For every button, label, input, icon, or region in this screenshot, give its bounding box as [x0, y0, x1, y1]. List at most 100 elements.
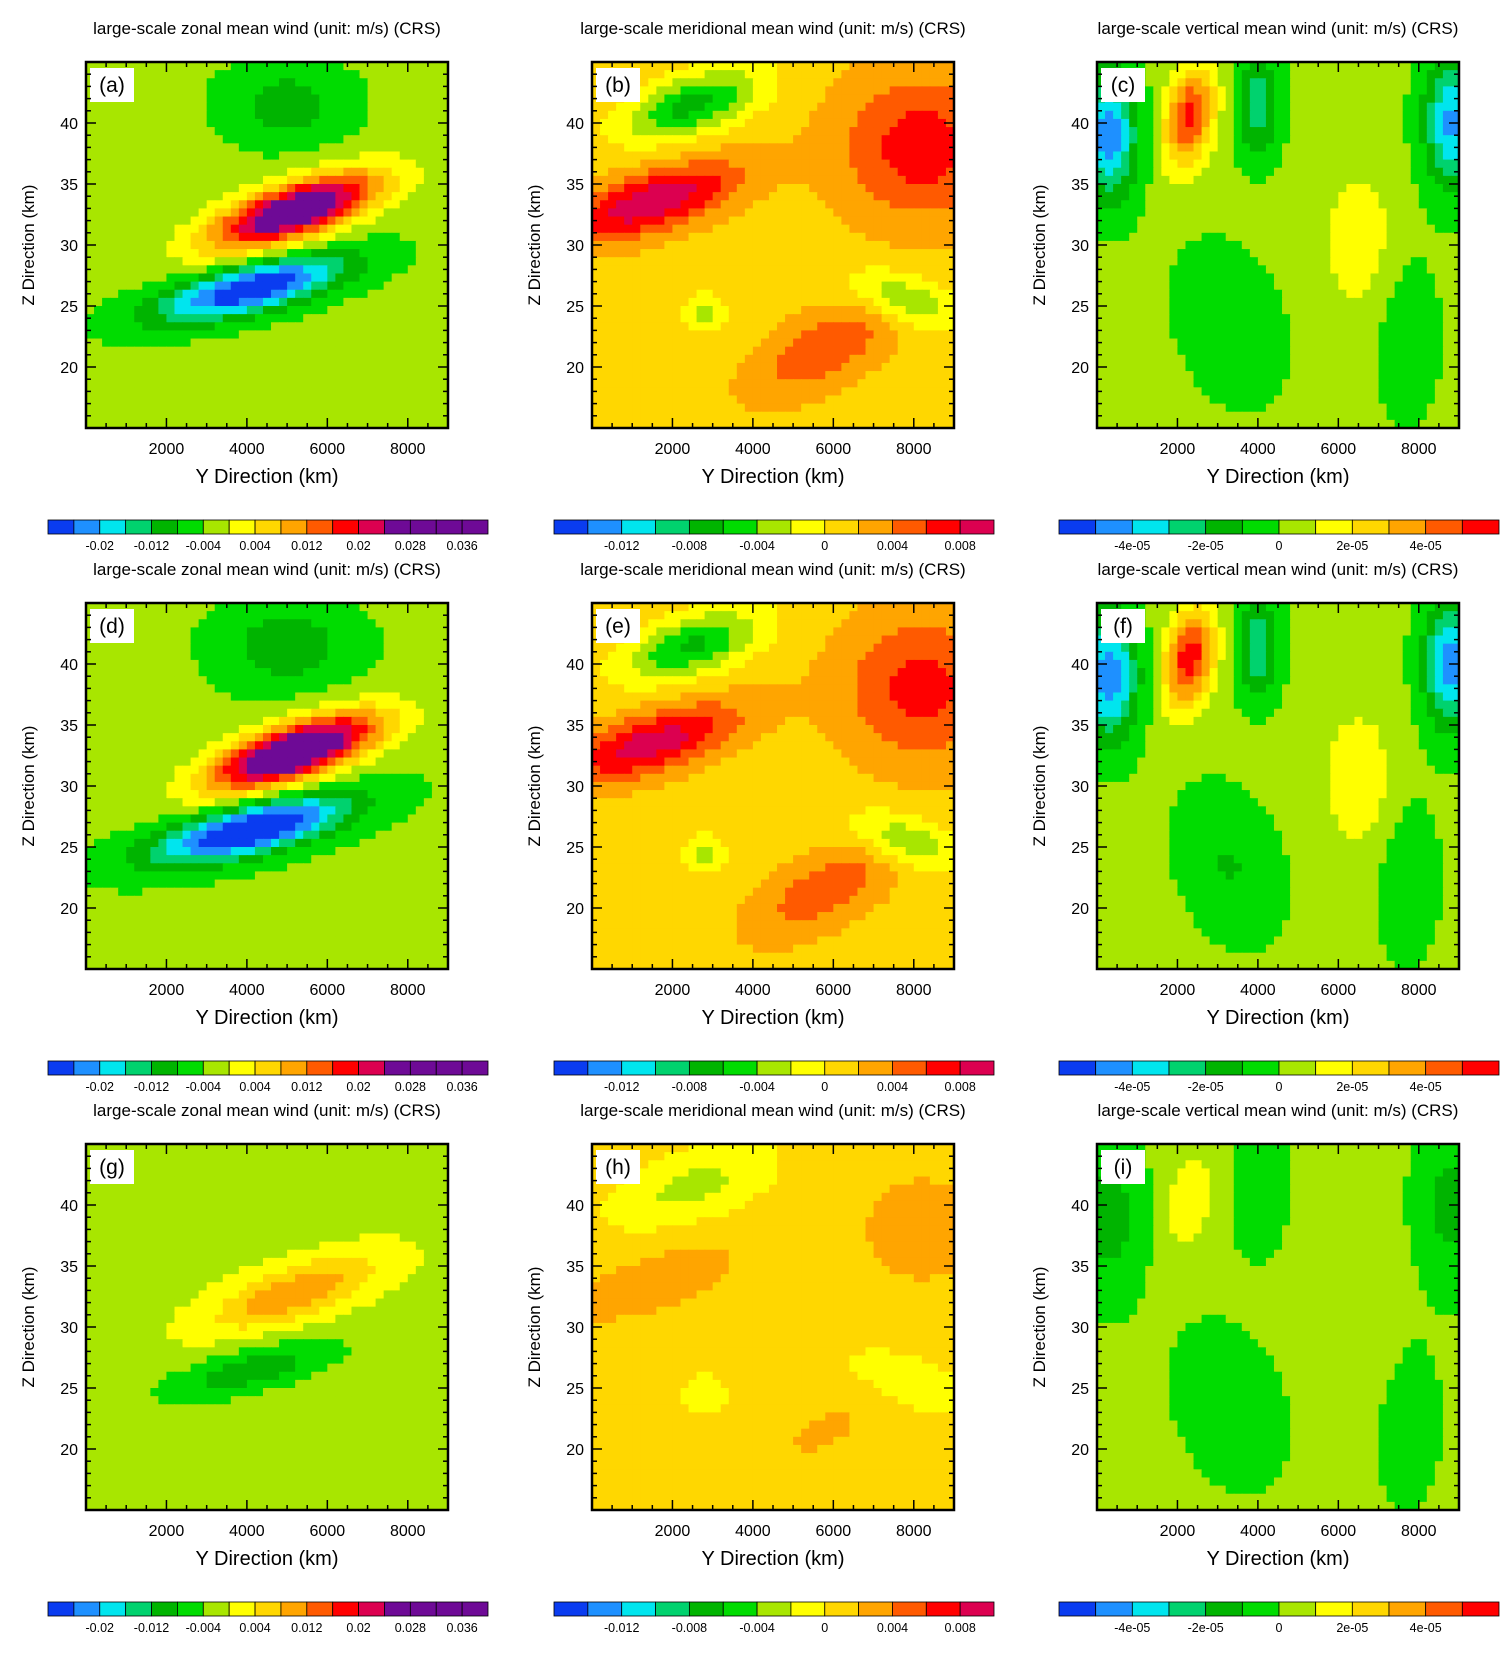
field-cell — [1121, 102, 1130, 112]
field-cell — [367, 208, 377, 218]
field-cell — [744, 110, 754, 120]
colorbar: -0.012 -0.008 -0.004 0 0.004 0.008 — [553, 519, 995, 553]
field-cell — [1137, 159, 1146, 169]
field-cell — [905, 86, 915, 96]
field-cell — [752, 135, 762, 144]
field-cell — [359, 354, 369, 364]
field-cell — [279, 70, 288, 79]
field-cell — [913, 338, 923, 348]
field-cell — [279, 362, 288, 372]
field-cell — [1105, 143, 1114, 153]
field-cell — [648, 151, 657, 161]
field-cell — [897, 297, 907, 307]
field-cell — [238, 78, 248, 87]
field-cell — [158, 86, 168, 96]
field-cell — [1314, 159, 1323, 169]
field-cell — [407, 371, 417, 380]
field-cell — [1145, 118, 1154, 128]
field-cell — [1442, 70, 1452, 79]
field-cell — [311, 86, 320, 96]
field-cell — [214, 338, 224, 348]
field-cell — [134, 297, 143, 307]
field-cell — [1137, 151, 1146, 161]
field-cell — [182, 143, 192, 153]
field-cell — [391, 411, 401, 421]
field-cell — [849, 346, 859, 356]
field-cell — [287, 314, 296, 323]
field-cell — [198, 265, 208, 275]
field-cell — [632, 200, 641, 209]
field-cell — [1346, 135, 1356, 144]
field-cell — [1273, 110, 1283, 120]
field-cell — [407, 118, 417, 128]
field-cell — [744, 322, 754, 331]
field-cell — [600, 216, 609, 226]
field-cell — [1338, 118, 1347, 128]
field-cell — [632, 240, 641, 250]
field-cell — [1442, 78, 1452, 87]
field-cell — [736, 159, 746, 169]
field-cell — [399, 192, 409, 201]
field-cell — [303, 273, 312, 283]
field-cell — [664, 143, 674, 153]
field-cell — [889, 135, 899, 144]
field-cell — [1265, 70, 1275, 79]
field-cell — [809, 249, 818, 258]
field-cell — [825, 395, 834, 405]
field-cell — [1282, 102, 1291, 112]
field-cell — [833, 362, 842, 372]
field-cell — [680, 297, 690, 307]
field-cell — [1322, 175, 1331, 185]
field-cell — [704, 70, 714, 79]
field-cell — [158, 143, 168, 153]
field-cell — [648, 102, 657, 112]
field-cell — [174, 387, 184, 397]
field-cell — [343, 379, 353, 388]
field-cell — [881, 232, 891, 242]
field-cell — [777, 257, 786, 266]
field-cell — [913, 297, 923, 307]
field-cell — [833, 167, 842, 177]
field-cell — [608, 273, 617, 283]
field-cell — [817, 240, 826, 250]
field-cell — [777, 94, 786, 104]
field-cell — [158, 192, 168, 201]
field-cell — [809, 330, 818, 340]
field-cell — [383, 127, 393, 136]
field-cell — [367, 257, 377, 266]
field-cell — [656, 411, 665, 421]
field-cell — [704, 192, 714, 201]
field-cell — [752, 192, 762, 201]
field-cell — [712, 387, 722, 397]
field-cell — [680, 306, 690, 315]
field-cell — [279, 265, 288, 275]
field-cell — [1193, 70, 1203, 79]
field-cell — [407, 232, 417, 242]
field-cell — [311, 297, 320, 307]
field-cell — [134, 232, 143, 242]
field-cell — [311, 110, 320, 120]
field-cell — [214, 379, 224, 388]
field-cell — [777, 330, 786, 340]
field-cell — [785, 232, 794, 242]
field-cell — [600, 371, 609, 380]
field-cell — [375, 94, 385, 104]
field-cell — [375, 265, 385, 275]
field-cell — [728, 411, 738, 421]
field-cell — [1161, 143, 1170, 153]
field-cell — [423, 273, 433, 283]
field-cell — [768, 110, 778, 120]
field-cell — [857, 216, 867, 226]
y-tick-label: 20 — [566, 360, 584, 377]
field-cell — [190, 86, 200, 96]
field-cell — [126, 192, 135, 201]
field-cell — [1282, 159, 1291, 169]
field-cell — [86, 330, 95, 340]
field-cell — [150, 330, 159, 340]
field-cell — [343, 411, 353, 421]
field-cell — [777, 297, 786, 307]
field-cell — [624, 257, 633, 266]
field-cell — [801, 240, 810, 250]
field-cell — [230, 167, 240, 177]
field-cell — [206, 208, 216, 218]
